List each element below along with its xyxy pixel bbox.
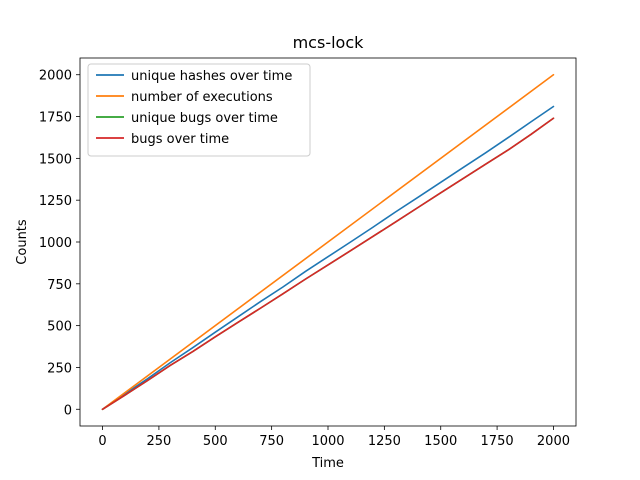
y-axis-ticks: 0 250 500 750 1000 1250 1500 1750 2000: [39, 69, 80, 418]
y-tick-label: 1000: [39, 236, 72, 251]
y-tick-label: 750: [47, 278, 72, 293]
legend-label-1: number of executions: [131, 90, 273, 105]
x-tick-label: 1500: [424, 434, 457, 449]
y-tick-label: 250: [47, 361, 72, 376]
chart-title: mcs-lock: [293, 33, 365, 52]
x-axis-ticks: 0 250 500 750 1000 1250 1500 1750 2000: [98, 426, 570, 449]
series-line-3: [101, 117, 555, 411]
legend-label-3: bugs over time: [131, 132, 229, 147]
legend-label-2: unique bugs over time: [131, 111, 278, 126]
x-tick-label: 1000: [311, 434, 344, 449]
x-axis-label: Time: [311, 456, 344, 471]
y-tick-label: 1250: [39, 194, 72, 209]
axes-frame: [79, 57, 577, 427]
y-tick-label: 1500: [39, 152, 72, 167]
x-tick-label: 750: [259, 434, 284, 449]
y-tick-label: 2000: [39, 69, 72, 84]
x-tick-label: 2000: [537, 434, 570, 449]
x-tick-label: 500: [203, 434, 228, 449]
legend-label-0: unique hashes over time: [131, 69, 292, 84]
y-tick-label: 1750: [39, 111, 72, 126]
y-tick-label: 500: [47, 320, 72, 335]
y-tick-label: 0: [64, 403, 72, 418]
y-axis-label: Counts: [15, 219, 30, 265]
series-line-1: [101, 73, 555, 411]
series-lines: [101, 73, 555, 411]
series-line-0: [101, 105, 555, 411]
x-tick-label: 1750: [481, 434, 514, 449]
x-tick-label: 1250: [368, 434, 401, 449]
x-tick-label: 0: [98, 434, 106, 449]
x-tick-label: 250: [146, 434, 171, 449]
legend-box: [87, 63, 311, 157]
legend: unique hashes over time number of executi…: [87, 63, 311, 157]
